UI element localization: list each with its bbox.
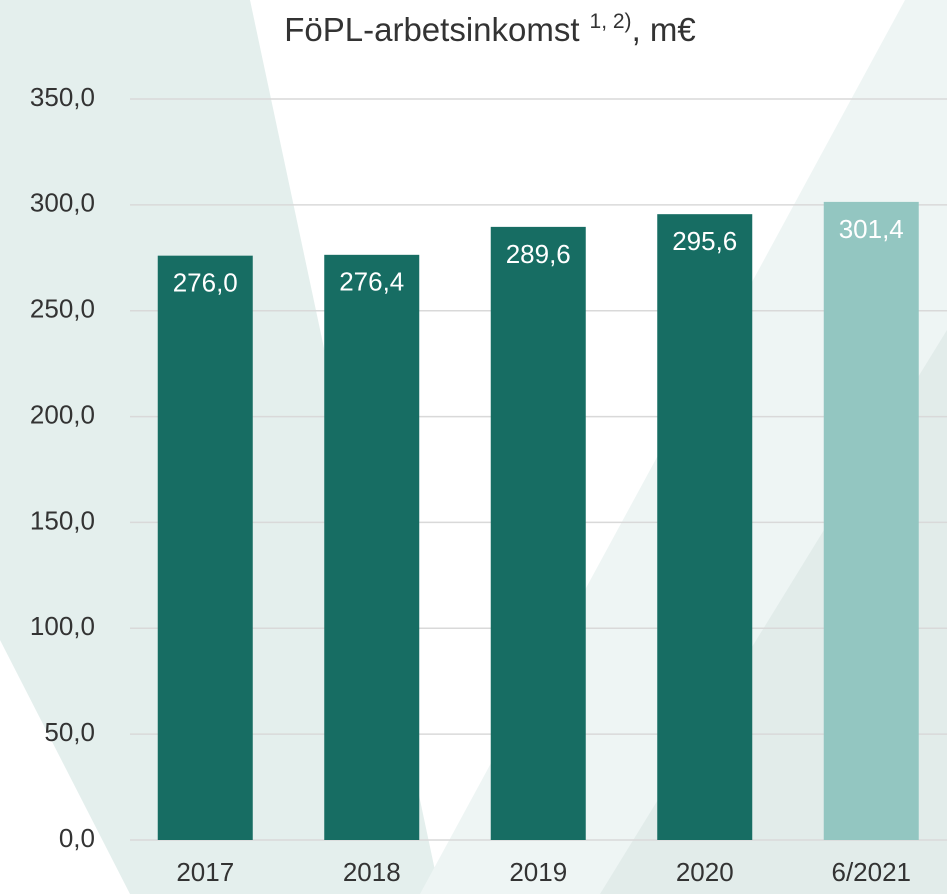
x-tick-label: 2019 — [509, 857, 567, 887]
y-tick-label: 50,0 — [44, 717, 95, 747]
value-label: 289,6 — [506, 239, 571, 269]
x-tick-label: 6/2021 — [831, 857, 911, 887]
bar — [823, 201, 919, 841]
bar — [324, 254, 420, 840]
y-tick-label: 300,0 — [30, 188, 95, 218]
y-tick-label: 350,0 — [30, 82, 95, 112]
y-tick-label: 100,0 — [30, 611, 95, 641]
bar — [657, 214, 753, 840]
bar — [490, 226, 586, 840]
value-label: 295,6 — [672, 226, 737, 256]
bar — [157, 255, 253, 840]
title-suffix: , m€ — [632, 11, 696, 48]
y-tick-label: 150,0 — [30, 505, 95, 535]
x-tick-label: 2018 — [343, 857, 401, 887]
y-tick-label: 200,0 — [30, 399, 95, 429]
x-tick-label: 2017 — [176, 857, 234, 887]
x-tick-label: 2020 — [676, 857, 734, 887]
title-superscript: 1, 2) — [590, 10, 632, 33]
chart-title: FöPL-arbetsinkomst 1, 2), m€ — [284, 10, 696, 48]
title-main: FöPL-arbetsinkomst — [284, 11, 579, 48]
value-label: 276,4 — [339, 267, 404, 297]
value-label: 301,4 — [839, 214, 904, 244]
value-label: 276,0 — [173, 268, 238, 298]
y-tick-label: 250,0 — [30, 294, 95, 324]
y-tick-label: 0,0 — [59, 823, 95, 853]
